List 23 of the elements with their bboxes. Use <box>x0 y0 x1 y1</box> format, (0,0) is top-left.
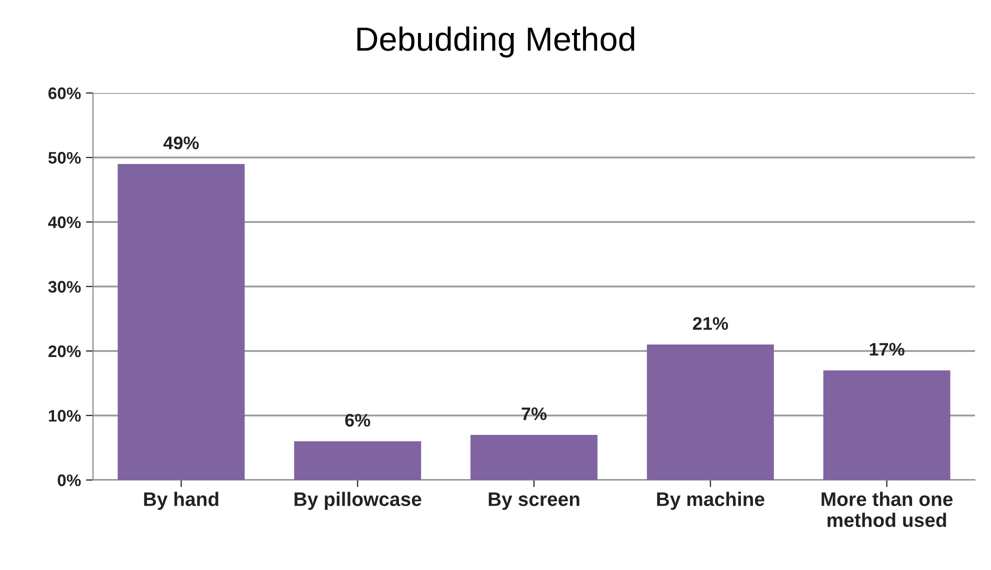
x-tick-label: By screen <box>488 492 580 510</box>
y-tick-label: 10% <box>48 410 81 422</box>
x-tick-label: By pillowcase <box>294 492 422 510</box>
y-tick-label: 60% <box>48 87 81 100</box>
x-tick-label: By hand <box>144 492 218 510</box>
data-label: 21% <box>692 317 728 330</box>
bar <box>470 434 598 480</box>
bar <box>294 441 422 480</box>
bar <box>646 344 774 480</box>
y-tick-label: 40% <box>48 216 81 228</box>
data-label: 7% <box>522 407 547 420</box>
data-label: 6% <box>345 414 370 427</box>
bar <box>118 164 245 480</box>
chart-title: Debudding Method <box>357 26 634 58</box>
bar <box>823 370 950 480</box>
y-tick-label: 30% <box>48 280 81 293</box>
x-tick-label: By machine <box>657 492 764 510</box>
x-tick-label: More than one method used <box>822 492 953 528</box>
y-tick-label: 20% <box>48 345 81 358</box>
y-tick-label: 50% <box>48 152 81 164</box>
data-label: 17% <box>870 342 904 356</box>
data-label: 49% <box>163 136 199 150</box>
y-tick-label: 0% <box>58 474 81 486</box>
